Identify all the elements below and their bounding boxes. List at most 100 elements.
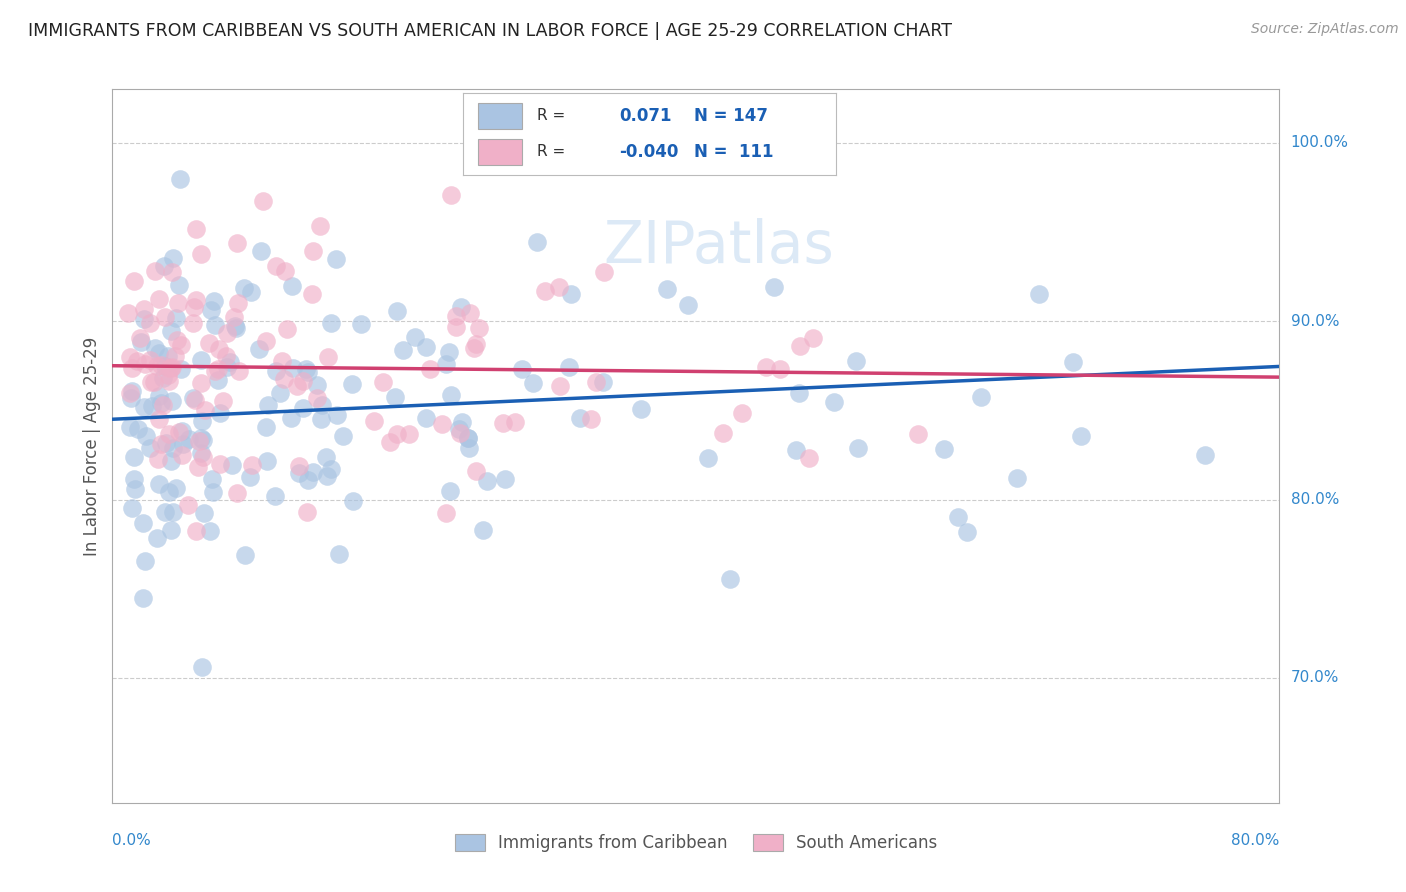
Point <box>463 341 485 355</box>
Point <box>288 458 311 473</box>
Point <box>557 359 579 374</box>
Point <box>120 386 142 401</box>
Point <box>350 317 373 331</box>
Point <box>120 392 142 406</box>
Point <box>592 375 614 389</box>
Point <box>153 310 176 324</box>
Point <box>472 523 495 537</box>
Point <box>186 293 208 307</box>
Text: ZIPatlas: ZIPatlas <box>603 218 835 275</box>
Point <box>148 389 170 403</box>
Point <box>316 351 339 365</box>
Point <box>202 294 225 309</box>
Point <box>297 365 319 379</box>
Point <box>585 375 607 389</box>
Point <box>157 427 180 442</box>
Point <box>132 301 155 316</box>
Point <box>315 450 337 465</box>
Point <box>273 372 295 386</box>
Point <box>269 386 291 401</box>
Point <box>162 505 184 519</box>
Point <box>247 342 270 356</box>
Point <box>200 524 222 538</box>
Point <box>281 279 304 293</box>
Point <box>392 343 415 357</box>
Point <box>956 524 979 539</box>
Point <box>755 359 778 374</box>
Point <box>162 441 184 455</box>
Point <box>191 450 214 465</box>
Point <box>787 385 810 400</box>
Point <box>177 432 200 446</box>
Point <box>127 353 149 368</box>
Point <box>226 296 249 310</box>
Point <box>946 510 969 524</box>
Point <box>415 340 437 354</box>
Point <box>184 524 207 538</box>
Point <box>219 355 242 369</box>
Point <box>190 659 212 673</box>
Text: IMMIGRANTS FROM CARIBBEAN VS SOUTH AMERICAN IN LABOR FORCE | AGE 25-29 CORRELATI: IMMIGRANTS FROM CARIBBEAN VS SOUTH AMERI… <box>28 22 952 40</box>
Point <box>194 403 217 417</box>
Point <box>449 425 471 440</box>
Point <box>193 506 215 520</box>
Point <box>148 411 170 425</box>
Point <box>534 284 557 298</box>
Point <box>212 393 235 408</box>
Point <box>398 426 420 441</box>
Point <box>342 493 364 508</box>
Legend: Immigrants from Caribbean, South Americans: Immigrants from Caribbean, South America… <box>449 827 943 859</box>
Point <box>167 295 190 310</box>
Point <box>120 350 142 364</box>
Point <box>145 359 167 373</box>
Point <box>201 472 224 486</box>
Point <box>1062 355 1084 369</box>
Point <box>465 464 488 478</box>
Point <box>385 304 408 318</box>
Point <box>156 368 179 382</box>
Point <box>143 341 166 355</box>
Point <box>160 359 183 374</box>
Point <box>127 422 149 436</box>
Point <box>385 427 408 442</box>
Point <box>907 426 929 441</box>
Point <box>287 379 309 393</box>
Point <box>676 298 699 312</box>
Point <box>224 318 246 333</box>
Point <box>932 442 955 457</box>
Point <box>264 259 287 273</box>
Point <box>134 312 156 326</box>
Point <box>342 377 364 392</box>
Point <box>121 384 143 398</box>
Text: 0.0%: 0.0% <box>112 833 152 848</box>
Point <box>1070 429 1092 443</box>
Point <box>592 265 614 279</box>
Point <box>202 484 225 499</box>
Point <box>316 468 339 483</box>
Point <box>187 459 209 474</box>
Point <box>440 188 463 202</box>
Point <box>332 429 354 443</box>
Point <box>823 394 845 409</box>
Point <box>292 401 315 415</box>
Point <box>450 300 472 314</box>
Point <box>419 362 441 376</box>
Point <box>155 436 177 450</box>
Point <box>274 264 297 278</box>
Point <box>579 412 602 426</box>
Point <box>325 252 347 266</box>
Point <box>468 321 491 335</box>
Point <box>167 277 190 292</box>
Point <box>240 458 263 473</box>
Point <box>153 359 176 373</box>
Point <box>526 235 548 250</box>
Point <box>630 402 652 417</box>
Point <box>170 338 193 352</box>
Point <box>190 446 212 460</box>
Point <box>239 469 262 483</box>
Point <box>139 375 162 389</box>
Point <box>283 360 305 375</box>
Point <box>309 412 332 426</box>
Point <box>415 410 437 425</box>
Point <box>222 310 245 324</box>
